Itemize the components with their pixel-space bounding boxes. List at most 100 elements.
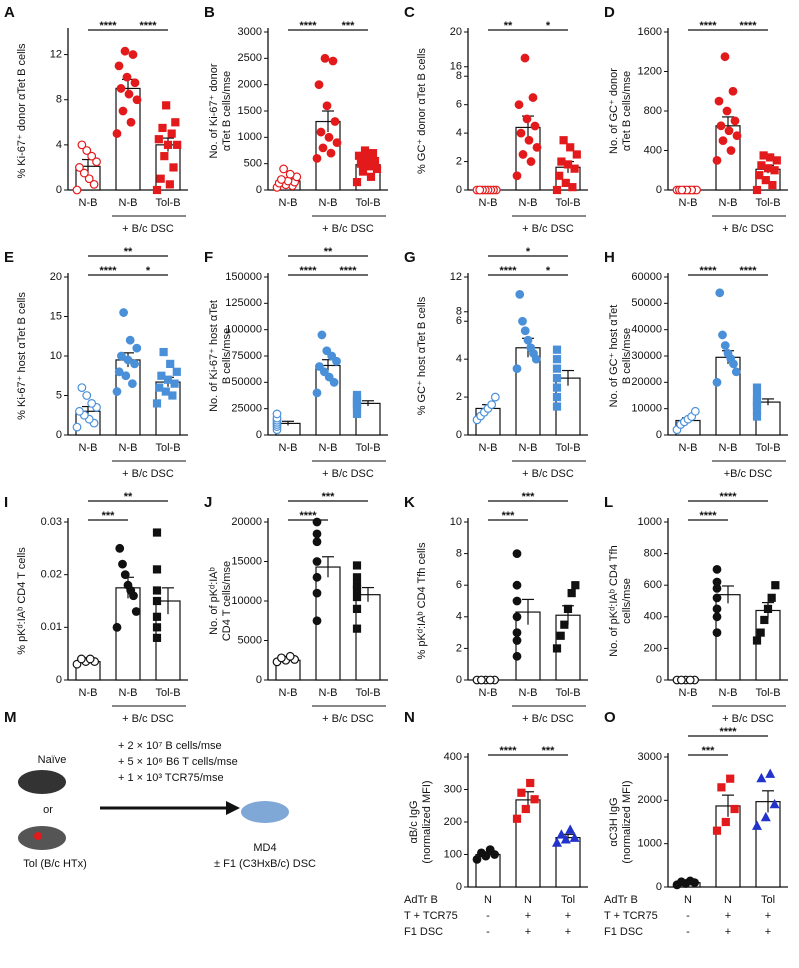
point [552,374,562,383]
x-tick-label: N-B [119,442,138,454]
y-tick-label: 0.03 [41,516,62,528]
x-tick-label: N-B [479,197,498,209]
arrowhead [226,801,240,815]
x-tick-label: N-B [319,197,338,209]
y-tick-label: 40000 [631,324,662,336]
condition-value: + [765,926,771,938]
point [76,654,86,664]
y-axis-label: CD4 T cells/mse [221,561,233,641]
y-tick-label: 15 [50,310,62,322]
y-tick-label: 0 [656,429,662,441]
point [352,581,362,590]
x-tick-label: Tol-B [355,197,380,209]
point [765,768,776,778]
point [161,387,170,396]
point [477,675,486,685]
x-tick-label: N [724,894,732,906]
point [314,80,324,90]
panel-letter: A [4,4,15,21]
significance-label: **** [499,745,517,757]
y-tick-label: 5000 [238,634,262,646]
point [518,150,528,159]
panel-letter: L [604,494,613,511]
point [522,114,532,124]
point [326,148,336,158]
or-label: or [43,804,53,816]
point [523,335,533,345]
bar [115,87,141,191]
point [285,169,295,179]
point [366,172,376,181]
significance-label: **** [719,726,737,738]
point [272,409,282,419]
point [157,371,166,380]
point [514,100,524,110]
significance-label: **** [339,265,357,277]
point [312,537,322,547]
y-axis-label: (normalized MFI) [621,780,633,863]
y-tick-label: 500 [244,158,262,170]
y-tick-label: 8 [456,548,462,560]
y-tick-label: 10000 [231,595,262,607]
y-tick-label: 3000 [238,26,262,38]
point [567,588,576,598]
point [166,359,175,368]
point [118,559,127,569]
point [520,326,530,336]
point [566,143,575,152]
significance-label: **** [719,491,737,503]
y-tick-label: 300 [444,783,462,795]
point [116,351,126,361]
point [75,163,84,172]
point [555,171,564,180]
y-tick-label: 100 [444,848,462,860]
y-tick-label: 100000 [225,324,262,336]
point [766,153,775,162]
x-tick-label: Tol-B [355,687,380,699]
point [126,117,136,127]
point [512,171,522,181]
y-tick-label: 2000 [638,794,662,806]
point [712,377,722,387]
point [168,391,177,400]
significance-label: **** [739,265,757,277]
x-tick-label: N-B [679,687,698,699]
y-tick-label: 50000 [631,297,662,309]
point [127,379,137,389]
condition-value: + [565,926,571,938]
point [115,543,125,553]
point [122,72,132,82]
x-tick-label: N-B [479,687,498,699]
y-axis-label: % Ki-67⁺ donor αTet B cells [16,43,28,179]
point [572,150,581,159]
x-tick-label: N-B [119,197,138,209]
y-tick-label: 0 [456,881,462,893]
point [521,804,530,814]
point [368,149,378,158]
point [772,156,781,165]
condition-value: - [486,910,490,922]
point [130,78,140,88]
x-tick-label: N-B [79,197,98,209]
point [315,362,324,371]
y-tick-label: 0 [656,674,662,686]
point [332,138,342,148]
x-tick-label: Tol-B [155,442,180,454]
y-tick-label: 15000 [231,555,262,567]
x-tick-label: Tol-B [555,197,580,209]
point [723,348,733,358]
point [330,117,340,126]
point [561,178,570,187]
y-axis-label: % Ki-67⁺ host αTet B cells [16,292,28,420]
point [317,330,327,340]
y-tick-label: 4 [56,139,62,151]
point [560,620,569,629]
y-tick-label: 2000 [238,79,262,91]
point [685,876,695,886]
point [752,185,762,195]
point [520,53,530,63]
point [677,877,686,887]
recipient-label: MD4 [253,842,276,854]
point [125,335,135,345]
significance-label: **** [699,510,717,522]
